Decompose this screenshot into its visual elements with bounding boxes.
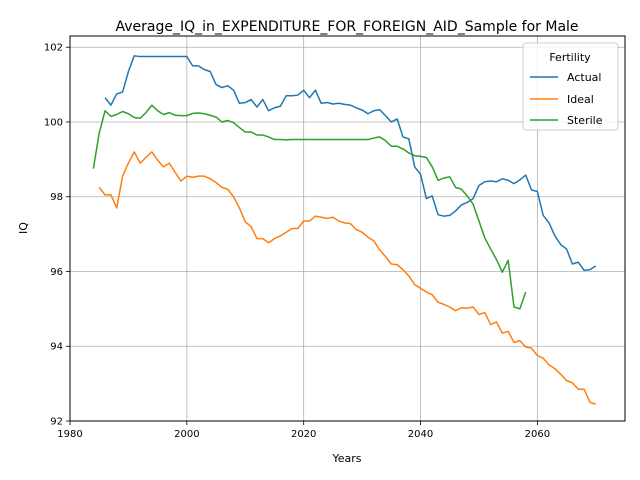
legend-label-ideal: Ideal — [567, 93, 594, 106]
x-tick-label-0: 1980 — [57, 429, 82, 440]
series-line-actual — [104, 55, 597, 272]
series-layer — [92, 55, 597, 405]
y-tick-label-3: 98 — [50, 192, 63, 203]
legend-box — [522, 42, 619, 131]
chart-title: Average_IQ_in_EXPENDITURE_FOR_FOREIGN_AI… — [115, 19, 578, 35]
series-line-ideal — [98, 151, 597, 405]
legend-label-sterile: Sterile — [567, 114, 603, 127]
x-axis-ticks: 1980 2000 2020 2040 2060 — [57, 421, 550, 440]
x-tick-label-1: 2000 — [174, 429, 199, 440]
x-tick-label-2: 2020 — [291, 429, 316, 440]
y-tick-label-1: 94 — [50, 342, 63, 353]
y-tick-label-2: 96 — [50, 267, 63, 278]
legend-label-actual: Actual — [567, 71, 601, 84]
x-axis-label: Years — [331, 452, 361, 465]
series-line-sterile — [92, 104, 527, 310]
y-axis-label: IQ — [17, 222, 30, 234]
y-axis-ticks: 92 94 96 98 100 102 — [44, 43, 70, 428]
y-tick-label-0: 92 — [50, 417, 63, 428]
x-tick-label-4: 2060 — [525, 429, 550, 440]
legend: Fertility Actual Ideal Sterile — [522, 42, 619, 131]
legend-title: Fertility — [549, 51, 591, 64]
y-tick-label-4: 100 — [44, 117, 63, 128]
y-tick-label-5: 102 — [44, 43, 63, 54]
plot-frame — [69, 35, 626, 422]
x-tick-label-3: 2040 — [408, 429, 433, 440]
